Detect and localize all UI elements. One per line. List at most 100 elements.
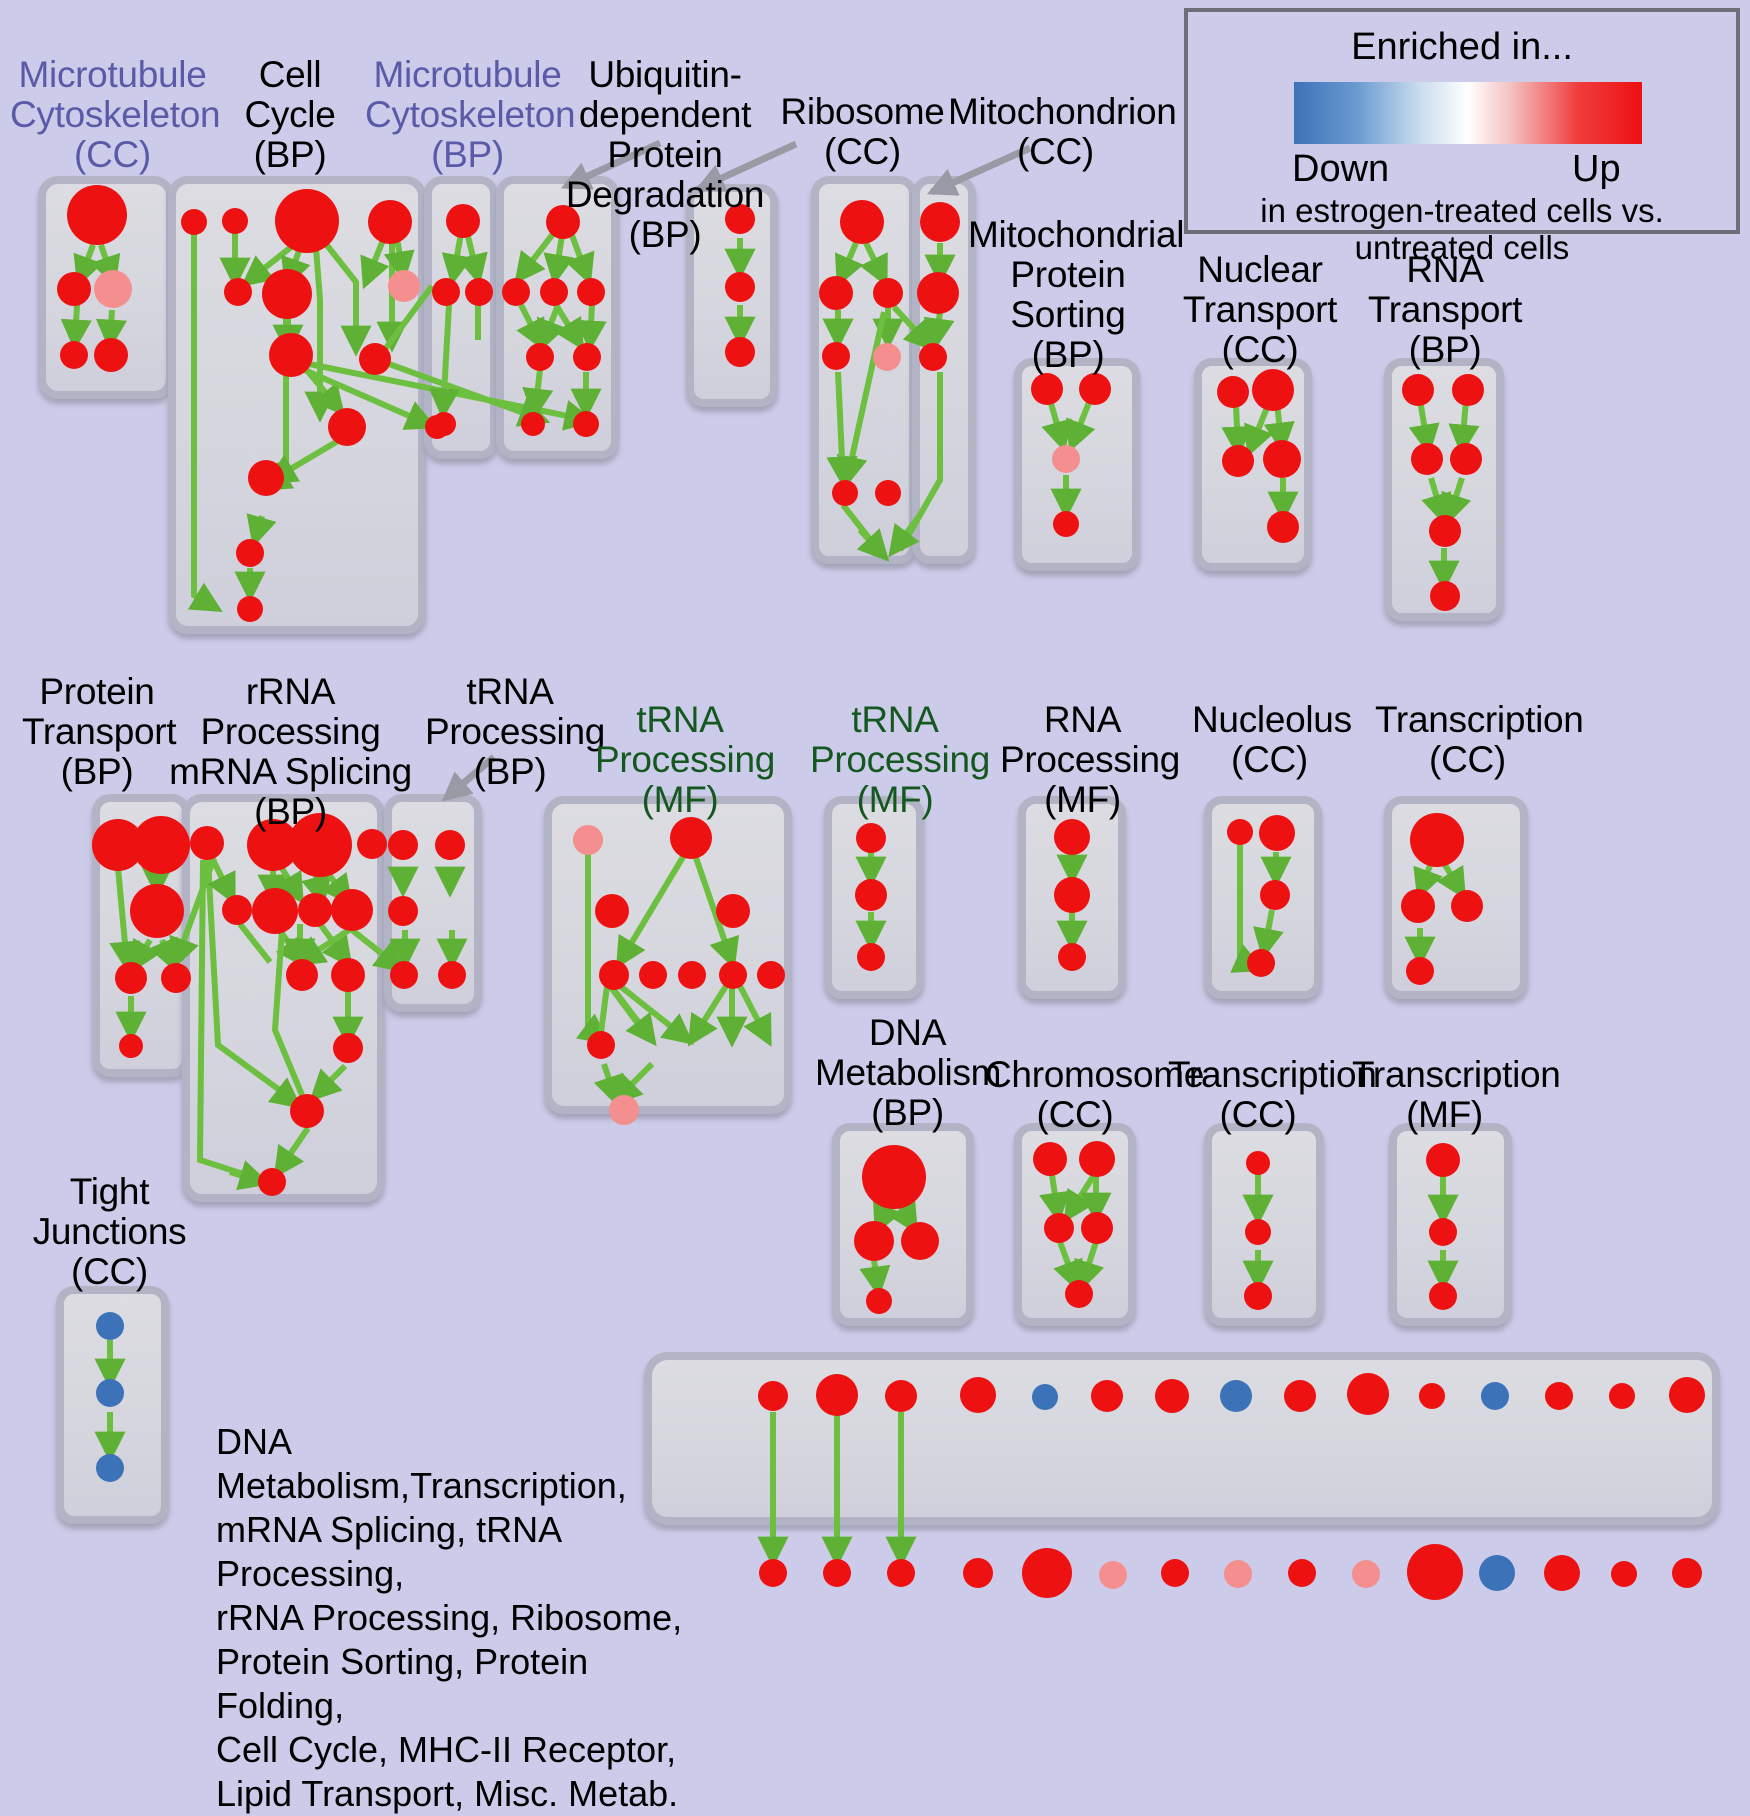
node [1481, 1382, 1509, 1410]
node [328, 408, 366, 446]
node [639, 961, 667, 989]
node [1245, 1219, 1271, 1245]
edge [522, 369, 554, 420]
node [333, 1033, 363, 1063]
node [1033, 1142, 1067, 1176]
node [1065, 1280, 1093, 1308]
node [388, 270, 420, 302]
node [1426, 1143, 1460, 1177]
legend-down-label: Down [1292, 148, 1390, 190]
node [573, 411, 599, 437]
node [94, 338, 128, 372]
node [222, 208, 248, 234]
node [599, 960, 629, 990]
node [248, 460, 284, 496]
edge [293, 925, 354, 967]
node [269, 333, 313, 377]
edge [859, 241, 888, 288]
node [678, 961, 706, 989]
edge [859, 1259, 891, 1298]
node [247, 819, 299, 871]
node [670, 817, 712, 859]
node [856, 823, 886, 853]
edge [271, 929, 305, 1097]
node [57, 272, 91, 306]
node [759, 1559, 787, 1587]
node [1247, 949, 1275, 977]
node [1044, 1213, 1074, 1243]
edge [1221, 404, 1253, 458]
edge [826, 371, 858, 488]
node [1429, 1218, 1457, 1246]
edge [1039, 1174, 1071, 1224]
pointer-microtubule-bp-icon [560, 139, 662, 190]
label-trna-processing-bp: tRNA Processing (BP) [425, 671, 606, 792]
node [1401, 889, 1435, 923]
node [288, 813, 352, 877]
edge-layer [60, 226, 1480, 1568]
node [862, 1145, 926, 1209]
edge [536, 303, 566, 352]
node [236, 539, 264, 567]
node [1544, 1555, 1580, 1591]
node [1099, 1561, 1127, 1589]
node [1079, 373, 1111, 405]
node [1672, 1558, 1702, 1588]
node [262, 269, 312, 319]
edge [273, 1126, 311, 1179]
node [832, 480, 858, 506]
edge [1244, 403, 1274, 458]
node [1227, 819, 1253, 845]
node [388, 830, 418, 860]
edge [1408, 399, 1440, 456]
node [1430, 581, 1460, 611]
node [822, 342, 850, 370]
node [119, 1034, 143, 1058]
node [132, 816, 190, 874]
node [1410, 813, 1464, 867]
node [1402, 374, 1434, 406]
edge [376, 357, 551, 427]
node [359, 343, 391, 375]
node [368, 200, 412, 244]
edge [593, 1063, 624, 1108]
label-ribosome-cc: Ribosome (CC) [780, 91, 945, 172]
node [432, 412, 456, 436]
node [1022, 1548, 1072, 1598]
node [901, 1222, 939, 1260]
node [1031, 373, 1063, 405]
node [587, 1031, 615, 1059]
panel-misc-strip [644, 1352, 1720, 1525]
edge [60, 304, 92, 351]
node [1052, 445, 1080, 473]
node [857, 943, 885, 971]
node [92, 819, 144, 871]
node [438, 961, 466, 989]
edge [207, 856, 236, 905]
node [1352, 1560, 1380, 1588]
edge [265, 435, 345, 484]
node [181, 209, 207, 235]
label-trna-processing-mf-1: tRNA Processing (MF) [595, 699, 776, 820]
edge [1066, 398, 1096, 453]
node [757, 961, 785, 989]
label-chromosome-cc: Chromosome (CC) [985, 1054, 1205, 1135]
node [60, 341, 88, 369]
edge [615, 850, 689, 969]
node [873, 343, 901, 371]
edge [95, 309, 127, 351]
edge [1253, 909, 1284, 960]
node [252, 888, 298, 934]
edge [169, 856, 217, 970]
node [1252, 369, 1294, 411]
edge [274, 863, 305, 905]
label-microtubule-cytoskeleton-bp: Microtubule Cytoskeleton (BP) [365, 54, 576, 175]
node [190, 826, 224, 860]
node [725, 272, 755, 302]
node [432, 278, 460, 306]
node [816, 1374, 858, 1416]
node [1260, 880, 1290, 910]
node [725, 204, 755, 234]
node [258, 1168, 286, 1196]
node [595, 894, 629, 928]
